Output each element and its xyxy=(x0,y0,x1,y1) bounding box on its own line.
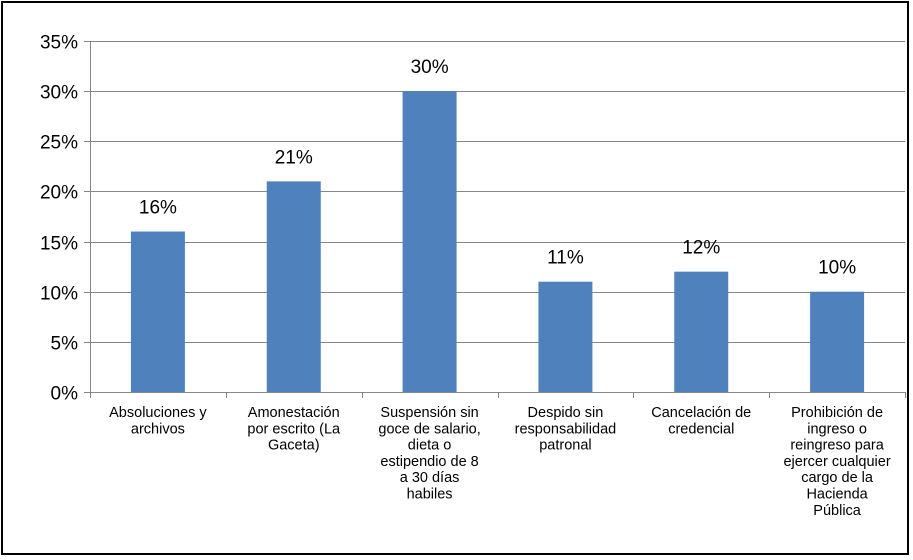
category-label-line: ingreso o xyxy=(807,421,867,437)
bar xyxy=(674,271,729,392)
y-tick-label: 10% xyxy=(40,284,78,305)
y-tick-label: 0% xyxy=(51,384,79,405)
gridlines xyxy=(90,41,905,343)
category-label-line: patronal xyxy=(539,438,591,454)
category-label-line: por escrito (La xyxy=(247,421,341,437)
y-tick-label: 30% xyxy=(40,83,78,104)
category-label-line: Suspensión sin xyxy=(380,405,478,421)
category-label: Amonestación por escrito (La Gaceta) xyxy=(247,405,341,454)
category-label-line: a 30 días xyxy=(400,470,460,486)
y-tick-label: 5% xyxy=(51,334,79,355)
data-label: 16% xyxy=(139,198,177,219)
category-label-line: Cancelación de xyxy=(651,405,751,421)
category-label: Absoluciones y archivos xyxy=(109,405,207,437)
bar xyxy=(402,91,457,393)
category-label-line: dieta o xyxy=(408,438,452,454)
category-label: Cancelación de credencial xyxy=(651,405,751,437)
category-label-line: Absoluciones y xyxy=(109,405,207,421)
bar-chart: 0% 5% 10% 15% 20% 25% 30% 35% 16% 21% 30% 11% 12% 10… xyxy=(40,33,906,519)
y-tick-label: 35% xyxy=(40,33,78,54)
y-tick-labels: 0% 5% 10% 15% 20% 25% 30% 35% xyxy=(40,33,78,405)
category-label-line: cargo de la xyxy=(801,470,874,486)
category-label-line: habiles xyxy=(407,487,453,503)
category-label-line: Gaceta) xyxy=(268,438,320,454)
category-label: Despido sin responsabilidad patronal xyxy=(515,405,617,454)
category-label-line: Hacienda xyxy=(806,487,868,503)
axes xyxy=(84,41,906,398)
category-label: Prohibición de ingreso o reingreso para eje… xyxy=(783,405,890,519)
category-label-line: estipendio de 8 xyxy=(380,454,478,470)
data-label: 10% xyxy=(818,258,856,279)
category-label-line: responsabilidad xyxy=(515,421,617,437)
y-tick-label: 15% xyxy=(40,234,78,255)
category-label-line: Despido sin xyxy=(528,405,604,421)
category-label-line: Amonestación xyxy=(248,405,340,421)
category-label-line: credencial xyxy=(668,421,734,437)
category-label-line: archivos xyxy=(131,421,185,437)
bar xyxy=(810,291,865,392)
y-tick-label: 20% xyxy=(40,183,78,204)
data-labels: 16% 21% 30% 11% 12% 10% xyxy=(139,57,856,279)
y-tick-label: 25% xyxy=(40,133,78,154)
category-label-line: Prohibición de xyxy=(791,405,883,421)
bars xyxy=(130,91,865,393)
category-label: Suspensión sin goce de salario, dieta o est… xyxy=(378,405,480,503)
category-labels: Absoluciones y archivos Amonestación por es… xyxy=(109,405,891,519)
data-label: 11% xyxy=(547,248,584,269)
category-label-line: goce de salario, xyxy=(378,421,480,437)
category-label-line: reingreso para xyxy=(790,438,884,454)
data-label: 30% xyxy=(411,57,449,78)
data-label: 21% xyxy=(275,147,313,168)
bar xyxy=(266,181,321,392)
bar xyxy=(130,231,185,392)
category-label-line: Pública xyxy=(813,503,861,519)
category-label-line: ejercer cualquier xyxy=(783,454,890,470)
data-label: 12% xyxy=(682,238,720,259)
bar xyxy=(538,281,593,392)
